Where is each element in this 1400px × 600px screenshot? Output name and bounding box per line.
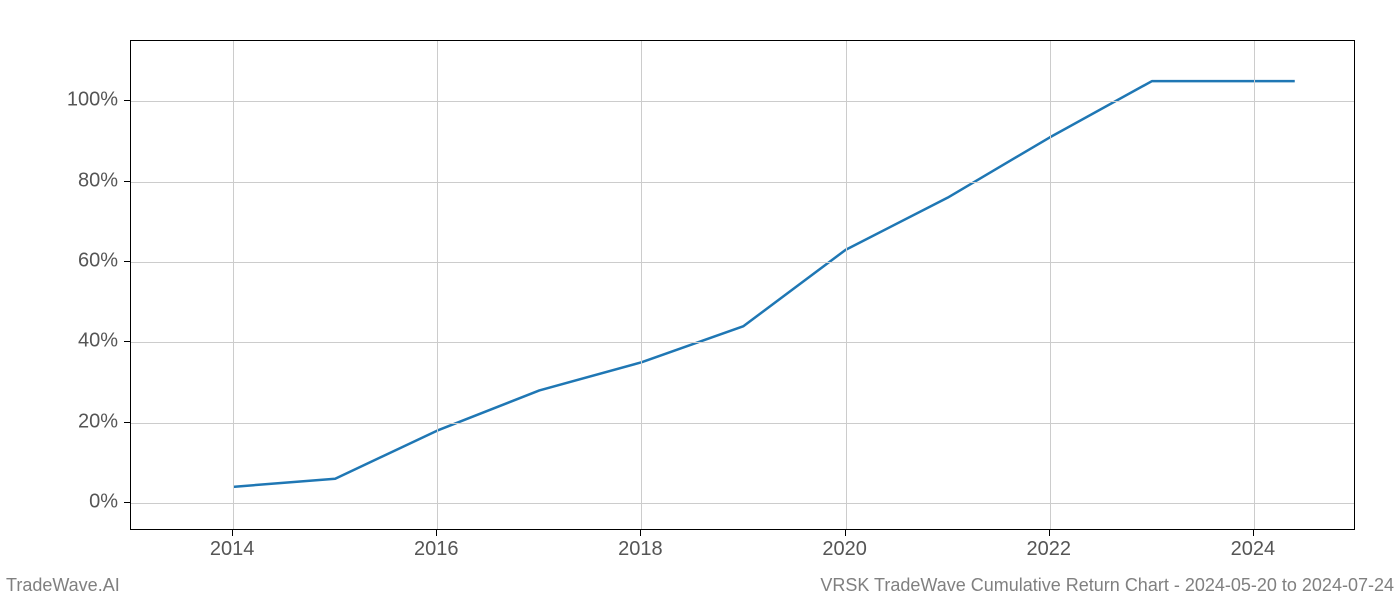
y-tick-label: 40% <box>0 330 118 353</box>
x-tick-mark <box>640 530 641 536</box>
y-tick-mark <box>124 181 130 182</box>
y-tick-mark <box>124 341 130 342</box>
footer-left-label: TradeWave.AI <box>6 575 120 596</box>
grid-line-vertical <box>437 41 438 529</box>
x-tick-label: 2018 <box>618 538 663 561</box>
x-tick-mark <box>232 530 233 536</box>
x-tick-label: 2020 <box>822 538 867 561</box>
y-tick-mark <box>124 261 130 262</box>
x-tick-label: 2014 <box>210 538 255 561</box>
y-tick-mark <box>124 100 130 101</box>
y-tick-label: 100% <box>0 89 118 112</box>
x-tick-mark <box>436 530 437 536</box>
y-tick-label: 60% <box>0 249 118 272</box>
grid-line-horizontal <box>131 101 1354 102</box>
x-tick-mark <box>1253 530 1254 536</box>
x-tick-label: 2016 <box>414 538 459 561</box>
x-tick-label: 2022 <box>1027 538 1072 561</box>
grid-line-horizontal <box>131 423 1354 424</box>
footer-right-label: VRSK TradeWave Cumulative Return Chart -… <box>820 575 1394 596</box>
grid-line-horizontal <box>131 342 1354 343</box>
y-tick-mark <box>124 502 130 503</box>
x-tick-mark <box>845 530 846 536</box>
chart-container: 2014 2016 2018 2020 2022 2024 0% 20% 40% 60% 80% 1… <box>0 0 1400 600</box>
y-tick-label: 20% <box>0 410 118 433</box>
y-tick-label: 0% <box>0 490 118 513</box>
y-tick-mark <box>124 422 130 423</box>
x-tick-label: 2024 <box>1231 538 1276 561</box>
grid-line-vertical <box>1254 41 1255 529</box>
grid-line-horizontal <box>131 182 1354 183</box>
grid-line-horizontal <box>131 503 1354 504</box>
grid-line-vertical <box>1050 41 1051 529</box>
line-chart-svg <box>131 41 1356 531</box>
grid-line-vertical <box>641 41 642 529</box>
y-tick-label: 80% <box>0 169 118 192</box>
grid-line-vertical <box>233 41 234 529</box>
plot-area <box>130 40 1355 530</box>
x-tick-mark <box>1049 530 1050 536</box>
grid-line-horizontal <box>131 262 1354 263</box>
grid-line-vertical <box>846 41 847 529</box>
cumulative-return-line <box>233 81 1295 487</box>
